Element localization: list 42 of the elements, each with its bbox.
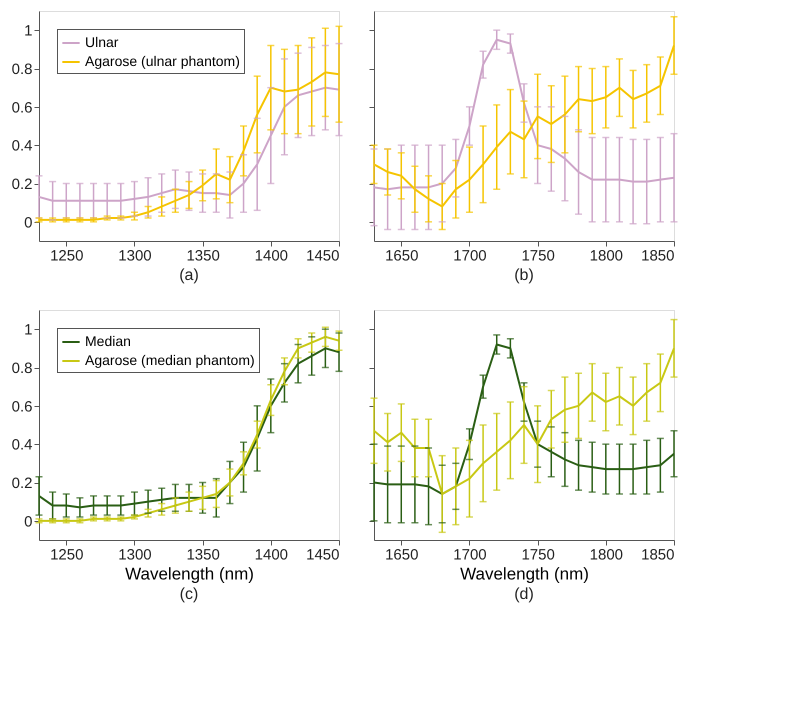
- x-tick-label: 1300: [118, 248, 152, 264]
- x-tick-label: 1850: [641, 248, 674, 264]
- x-axis-title: Wavelength (nm): [125, 564, 254, 584]
- x-tick-label: 1250: [50, 248, 84, 264]
- x-tick-label: 1350: [186, 248, 220, 264]
- x-tick-label: 1800: [590, 248, 624, 264]
- x-axis-title: Wavelength (nm): [460, 564, 589, 584]
- y-tick-label: 0: [24, 214, 32, 232]
- y-tick-label: 0.4: [12, 436, 32, 454]
- x-tick-label: 1450: [306, 546, 340, 564]
- y-tick-label: 0.8: [12, 61, 32, 78]
- x-tick-label: 1650: [385, 546, 418, 564]
- x-tick-label: 1450: [306, 248, 340, 264]
- y-tick-label: 0.2: [12, 475, 32, 492]
- legend-label: Agarose (median phantom): [85, 352, 255, 368]
- x-tick-label: 1700: [453, 546, 487, 564]
- y-tick-label: 0.6: [12, 398, 32, 416]
- legend-label: Median: [85, 333, 131, 349]
- x-tick-label: 1750: [521, 248, 555, 264]
- y-tick-label: 0.4: [12, 138, 32, 155]
- y-tick-label: 1: [24, 22, 32, 40]
- y-tick-label: 0: [24, 513, 32, 530]
- y-tick-label: 0.8: [12, 360, 32, 377]
- x-tick-label: 1750: [521, 546, 555, 564]
- x-tick-label: 1700: [453, 248, 487, 264]
- text: (a): [179, 267, 199, 284]
- x-tick-label: 1400: [254, 546, 288, 564]
- text: (d): [514, 586, 534, 603]
- x-tick-label: 1400: [254, 248, 288, 264]
- y-tick-label: 0.6: [12, 99, 32, 116]
- legend-label: Ulnar: [85, 34, 119, 50]
- x-tick-label: 1650: [385, 248, 418, 264]
- x-tick-label: 1350: [186, 546, 220, 564]
- x-tick-label: 1850: [641, 546, 674, 564]
- y-tick-label: 1: [24, 322, 32, 339]
- y-tick-label: 0.2: [12, 176, 32, 193]
- x-tick-label: 1300: [118, 546, 152, 564]
- text: (b): [514, 267, 534, 284]
- x-tick-label: 1800: [590, 546, 624, 564]
- x-tick-label: 1250: [50, 546, 84, 564]
- legend-label: Agarose (ulnar phantom): [85, 53, 240, 69]
- text: (c): [180, 586, 198, 603]
